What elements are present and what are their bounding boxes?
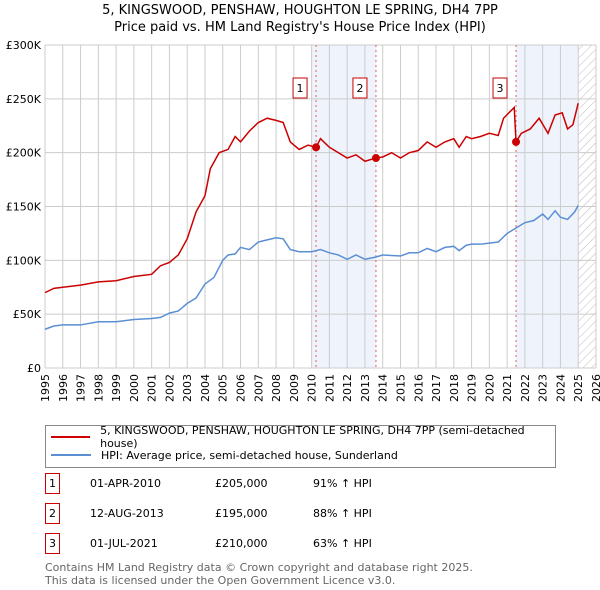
sale-marker-badge: 3 bbox=[45, 533, 60, 554]
x-tick-label: 2013 bbox=[359, 374, 372, 402]
x-tick-label: 1995 bbox=[39, 374, 52, 402]
sale-marker-label: 1 bbox=[297, 82, 304, 95]
y-tick-label: £300K bbox=[6, 39, 42, 52]
legend-label: HPI: Average price, semi-detached house,… bbox=[101, 448, 398, 462]
y-tick-label: £0 bbox=[27, 362, 41, 375]
sale-price: £210,000 bbox=[215, 537, 268, 550]
x-tick-label: 2008 bbox=[270, 374, 283, 402]
x-tick-label: 2021 bbox=[501, 374, 514, 402]
x-tick-label: 2012 bbox=[341, 374, 354, 402]
x-tick-label: 2004 bbox=[199, 374, 212, 402]
sale-marker-box bbox=[292, 77, 308, 99]
sale-price: £195,000 bbox=[215, 507, 268, 520]
blue-line-swatch bbox=[51, 454, 91, 456]
x-tick-label: 2015 bbox=[394, 374, 407, 402]
y-tick-label: £100K bbox=[6, 254, 42, 267]
x-tick-label: 2007 bbox=[252, 374, 265, 402]
x-tick-label: 2003 bbox=[181, 374, 194, 402]
sale-price: £205,000 bbox=[215, 477, 268, 490]
y-tick-label: £200K bbox=[6, 147, 42, 160]
footer-line: Contains HM Land Registry data © Crown c… bbox=[45, 561, 473, 574]
footer-line: This data is licensed under the Open Gov… bbox=[45, 574, 396, 587]
x-tick-label: 2020 bbox=[483, 374, 496, 402]
x-tick-label: 1998 bbox=[92, 374, 105, 402]
legend-item-hpi: HPI: Average price, semi-detached house,… bbox=[51, 447, 398, 463]
series-line bbox=[44, 205, 579, 330]
x-tick-label: 2010 bbox=[306, 374, 319, 402]
sale-date: 12-AUG-2013 bbox=[90, 507, 164, 520]
footer: Contains HM Land Registry data © Crown c… bbox=[45, 561, 473, 587]
x-tick-label: 2025 bbox=[572, 374, 585, 402]
x-tick-label: 2006 bbox=[235, 374, 248, 402]
legend: 5, KINGSWOOD, PENSHAW, HOUGHTON LE SPRIN… bbox=[45, 424, 556, 468]
x-tick-label: 2009 bbox=[288, 374, 301, 402]
x-tick-label: 2024 bbox=[554, 374, 567, 402]
x-tick-label: 2014 bbox=[377, 374, 390, 402]
x-tick-label: 1996 bbox=[57, 374, 70, 402]
sale-point bbox=[312, 143, 321, 152]
x-tick-label: 2016 bbox=[412, 374, 425, 402]
legend-label: 5, KINGSWOOD, PENSHAW, HOUGHTON LE SPRIN… bbox=[100, 424, 525, 450]
sale-date: 01-APR-2010 bbox=[90, 477, 162, 490]
sale-hpi-change: 63% ↑ HPI bbox=[313, 537, 372, 550]
y-tick-label: £250K bbox=[6, 93, 42, 106]
y-tick-label: £50K bbox=[13, 308, 42, 321]
x-tick-label: 1997 bbox=[75, 374, 88, 402]
sale-hpi-change: 88% ↑ HPI bbox=[313, 507, 372, 520]
chart-subtitle: Price paid vs. HM Land Registry's House … bbox=[114, 20, 486, 35]
x-tick-label: 2001 bbox=[146, 374, 159, 402]
sale-hpi-change: 91% ↑ HPI bbox=[313, 477, 372, 490]
sale-date: 01-JUL-2021 bbox=[90, 537, 158, 550]
sale-marker-box bbox=[352, 77, 368, 99]
legend-item-property: 5, KINGSWOOD, PENSHAW, HOUGHTON LE SPRIN… bbox=[51, 424, 555, 450]
x-tick-label: 2026 bbox=[590, 374, 600, 402]
x-tick-label: 2002 bbox=[163, 374, 176, 402]
sale-point bbox=[512, 137, 521, 146]
sale-marker-badge: 2 bbox=[45, 503, 60, 524]
x-tick-label: 2019 bbox=[466, 374, 479, 402]
red-line-swatch bbox=[51, 436, 91, 438]
sale-marker-label: 2 bbox=[356, 82, 363, 95]
x-tick-label: 1999 bbox=[110, 374, 123, 402]
chart-title: 5, KINGSWOOD, PENSHAW, HOUGHTON LE SPRIN… bbox=[102, 3, 498, 18]
x-tick-label: 2017 bbox=[430, 374, 443, 402]
sale-marker-badge: 1 bbox=[45, 473, 60, 494]
sale-marker-label: 3 bbox=[497, 82, 504, 95]
x-tick-label: 2005 bbox=[217, 374, 230, 402]
x-tick-label: 2011 bbox=[323, 374, 336, 402]
x-tick-label: 2018 bbox=[448, 374, 461, 402]
price-chart: 1995 1996 1997 1998 1999 2000 2001 2002 2003 2004… bbox=[6, 39, 600, 402]
x-tick-label: 2023 bbox=[537, 374, 550, 402]
sale-point bbox=[371, 154, 380, 163]
x-tick-label: 2022 bbox=[519, 374, 532, 402]
x-tick-label: 2000 bbox=[128, 374, 141, 402]
series-line bbox=[44, 102, 579, 294]
sale-marker-box bbox=[492, 77, 508, 99]
y-tick-label: £150K bbox=[6, 201, 42, 214]
